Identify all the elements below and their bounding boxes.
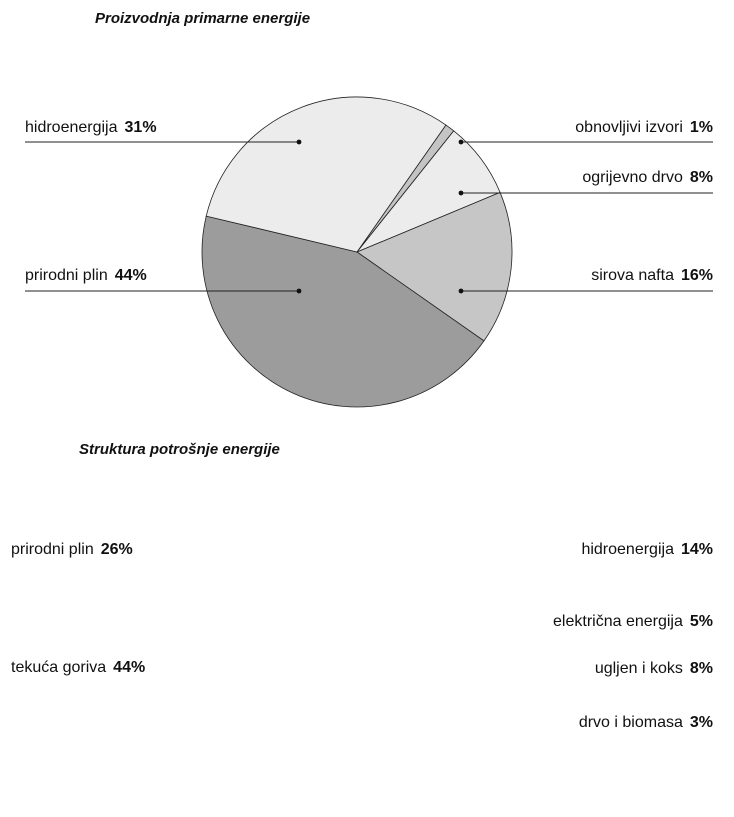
leader-dot-hidroenergija — [296, 139, 302, 145]
label-ogrijevno-drvo: ogrijevno drvo 8% — [582, 169, 713, 186]
label-hidroenergija-1: hidroenergija 31% — [25, 119, 157, 136]
leader-dot-obnovljivi-izvori — [458, 139, 464, 145]
pie-slice-sirova-nafta — [356, 191, 513, 342]
pie-slice-hidroenergija — [205, 96, 447, 253]
leader-dot-sirova-nafta — [458, 288, 464, 294]
label-obnovljivi-izvori: obnovljivi izvori 1% — [575, 119, 713, 136]
leader-dot-ogrijevno-drvo — [458, 190, 464, 196]
pie-slices — [201, 96, 513, 408]
label-prirodni-plin-2: prirodni plin 26% — [11, 541, 133, 558]
label-sirova-nafta: sirova nafta 16% — [591, 267, 713, 284]
pie-slice-prirodni-plin — [201, 215, 485, 408]
label-prirodni-plin-1: prirodni plin 44% — [25, 267, 147, 284]
label-tekuca-goriva: tekuća goriva 44% — [11, 659, 146, 676]
label-ugljen-i-koks: ugljen i koks 8% — [594, 660, 713, 677]
label-elektricna-energija: električna energija 5% — [553, 613, 713, 630]
label-hidroenergija-2: hidroenergija 14% — [581, 541, 713, 558]
leader-dot-prirodni-plin — [296, 288, 302, 294]
label-drvo-i-biomasa: drvo i biomasa 3% — [578, 714, 713, 731]
chart-title-production: Proizvodnja primarne energije — [95, 10, 311, 27]
chart-title-consumption: Struktura potrošnje energije — [79, 441, 280, 458]
